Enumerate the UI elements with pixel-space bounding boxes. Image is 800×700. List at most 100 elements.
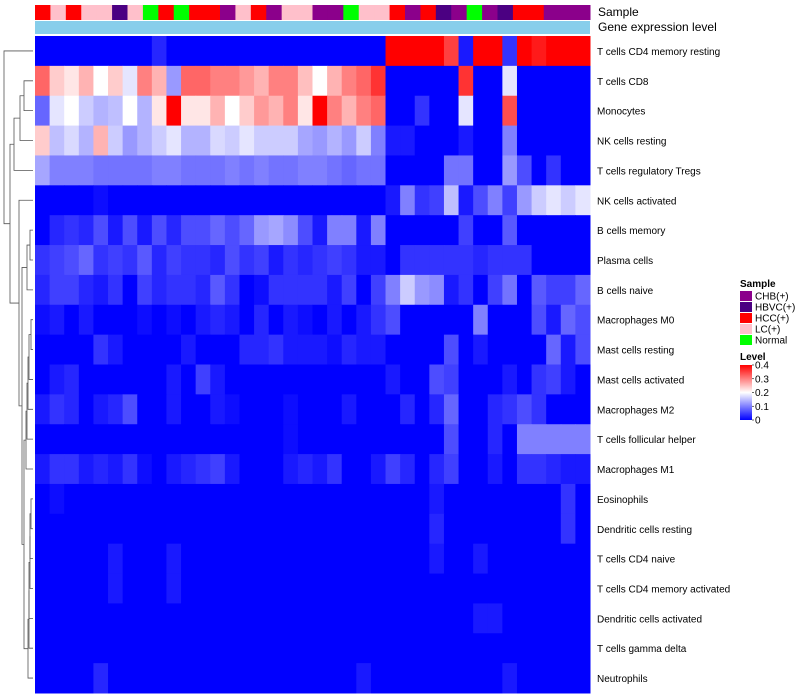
heatmap-cell bbox=[546, 633, 562, 664]
heatmap-cell bbox=[268, 663, 284, 694]
heatmap-cell bbox=[64, 334, 80, 365]
heatmap-cell bbox=[312, 454, 328, 485]
heatmap-cell bbox=[151, 304, 167, 336]
heatmap-cell bbox=[151, 185, 167, 216]
heatmap-cell bbox=[195, 394, 211, 425]
heatmap-cell bbox=[283, 424, 299, 455]
heatmap-cell bbox=[429, 304, 445, 336]
heatmap-cell bbox=[487, 215, 503, 246]
heatmap-cell bbox=[297, 663, 313, 694]
heatmap-cell bbox=[370, 364, 387, 395]
heatmap-cell bbox=[312, 424, 328, 455]
heatmap-cell bbox=[283, 65, 299, 97]
heatmap-cell bbox=[268, 274, 284, 306]
heatmap-cell bbox=[35, 543, 51, 575]
dendrogram-branch bbox=[23, 439, 28, 650]
sample-annotation-cell bbox=[35, 5, 51, 20]
heatmap-cell bbox=[458, 304, 474, 336]
heatmap-cell bbox=[254, 36, 270, 67]
heatmap-cell bbox=[443, 274, 460, 306]
heatmap-cell bbox=[151, 155, 167, 186]
heatmap-cell bbox=[443, 424, 460, 455]
sample-annotation-cell bbox=[343, 5, 360, 20]
sample-annotation-cell bbox=[158, 5, 175, 20]
heatmap-cell bbox=[268, 454, 284, 485]
heatmap-cell bbox=[385, 65, 401, 97]
heatmap-cell bbox=[385, 274, 401, 306]
heatmap-cell bbox=[502, 483, 518, 515]
heatmap-cell bbox=[254, 483, 270, 515]
heatmap-cell bbox=[502, 245, 518, 276]
row-label: Macrophages M0 bbox=[597, 316, 675, 327]
heatmap-cell bbox=[385, 633, 401, 664]
heatmap-cell bbox=[356, 304, 372, 336]
heatmap-cell bbox=[443, 334, 460, 365]
heatmap-cell bbox=[122, 573, 138, 604]
heatmap-cell bbox=[473, 304, 489, 336]
heatmap-cell bbox=[108, 274, 124, 306]
heatmap-cell bbox=[254, 573, 270, 604]
heatmap-cell bbox=[93, 245, 109, 276]
heatmap-cell bbox=[341, 394, 357, 425]
heatmap-cell bbox=[531, 603, 547, 634]
heatmap-cell bbox=[400, 125, 416, 156]
heatmap-cell bbox=[341, 543, 357, 575]
heatmap-cell bbox=[268, 304, 284, 336]
heatmap-cell bbox=[487, 483, 503, 515]
heatmap-cell bbox=[268, 215, 284, 246]
heatmap-cell bbox=[93, 95, 109, 127]
heatmap-cell bbox=[78, 543, 94, 575]
row-label: T cells gamma delta bbox=[597, 644, 687, 655]
heatmap-cell bbox=[312, 274, 328, 306]
heatmap-cell bbox=[575, 245, 591, 276]
heatmap-cell bbox=[78, 483, 94, 515]
heatmap-cell bbox=[356, 513, 372, 545]
heatmap-cell bbox=[224, 155, 240, 186]
heatmap-cell bbox=[297, 483, 313, 515]
heatmap-cell bbox=[414, 274, 430, 306]
heatmap-cell bbox=[137, 274, 153, 306]
heatmap-cell bbox=[64, 364, 80, 395]
row-label: Mast cells resting bbox=[597, 346, 674, 357]
heatmap-cell bbox=[516, 36, 533, 67]
heatmap-cell bbox=[108, 633, 124, 664]
heatmap-cell bbox=[181, 36, 197, 67]
heatmap-cell bbox=[546, 155, 562, 186]
heatmap-cell bbox=[385, 424, 401, 455]
heatmap-cell bbox=[546, 215, 562, 246]
heatmap-cell bbox=[400, 274, 416, 306]
sample-annotation-cell bbox=[312, 5, 329, 20]
heatmap-cell bbox=[283, 394, 299, 425]
heatmap-cell bbox=[78, 364, 94, 395]
heatmap-cell bbox=[327, 424, 343, 455]
heatmap-cell bbox=[414, 125, 430, 156]
dendrogram-branch bbox=[23, 80, 33, 112]
heatmap-cell bbox=[487, 364, 503, 395]
heatmap-cell bbox=[356, 483, 372, 515]
heatmap-cell bbox=[502, 603, 518, 634]
heatmap-cell bbox=[64, 36, 80, 67]
sample-annotation-cell bbox=[142, 5, 159, 20]
heatmap-cell bbox=[151, 334, 167, 365]
heatmap-cell bbox=[64, 633, 80, 664]
heatmap-cell bbox=[49, 245, 65, 276]
heatmap-cell bbox=[341, 334, 357, 365]
level-tick-label: 0.1 bbox=[755, 402, 769, 413]
heatmap-cell bbox=[575, 663, 591, 694]
heatmap-cell bbox=[575, 274, 591, 306]
heatmap-cell bbox=[78, 245, 94, 276]
heatmap-cell bbox=[181, 454, 197, 485]
dendrogram-branch bbox=[3, 50, 33, 225]
heatmap-cell bbox=[137, 334, 153, 365]
heatmap-cell bbox=[458, 603, 474, 634]
heatmap-cell bbox=[283, 245, 299, 276]
heatmap-cell bbox=[224, 215, 240, 246]
heatmap-cell bbox=[195, 454, 211, 485]
heatmap-cell bbox=[64, 573, 80, 604]
heatmap-cell bbox=[108, 424, 124, 455]
heatmap-cell bbox=[385, 95, 401, 127]
heatmap-cell bbox=[473, 663, 489, 694]
heatmap-cell bbox=[283, 513, 299, 545]
row-label: T cells CD8 bbox=[597, 77, 649, 88]
heatmap-cell bbox=[122, 663, 138, 694]
